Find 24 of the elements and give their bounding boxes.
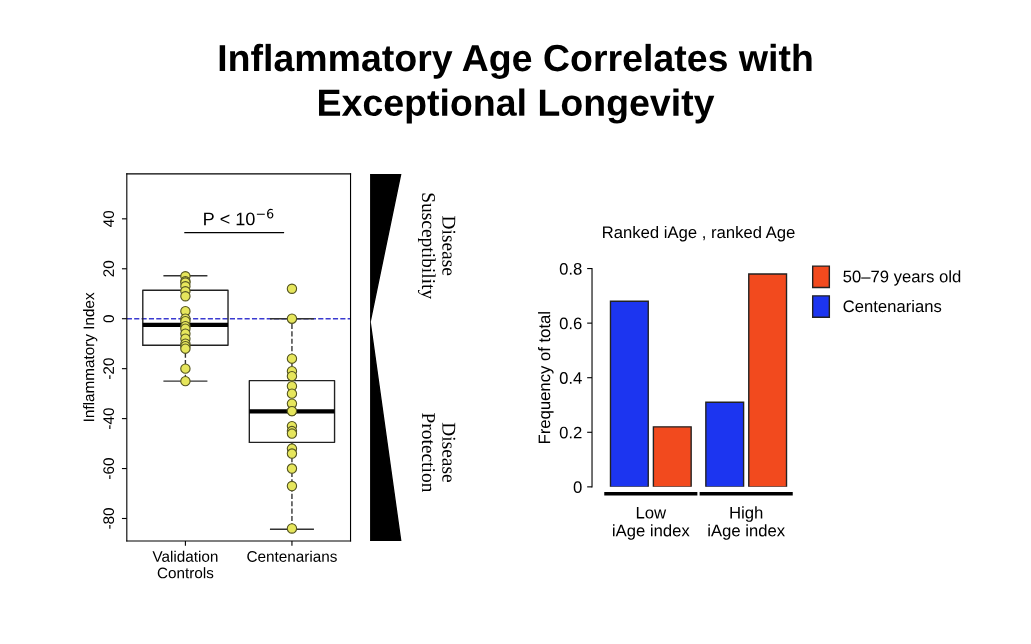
y-tick-label: -20 [103,358,115,380]
y-tick-label: -40 [103,408,115,429]
y-tick-label: 0.2 [559,426,582,439]
x-tick-label: Low iAge index [613,506,690,540]
x-tick-label: Validation Controls [152,550,218,579]
legend-label: Centenarians [843,299,942,313]
y-tick-label: -80 [103,508,115,529]
y-axis-title: Inflammatory Index [83,292,98,421]
y-tick-label: 20 [103,260,115,277]
text: Disease Susceptibility [417,193,456,300]
chart-title: Ranked iAge , ranked Age [603,225,795,242]
y-tick-label: 0 [573,481,582,494]
x-tick-label: High iAge index [708,506,785,540]
y-tick-label: 0.4 [559,372,582,384]
y-tick-label: 0 [103,315,115,323]
y-tick-label: 0.6 [559,317,582,330]
y-tick-label: -60 [103,458,115,479]
annotation: P < 10$^{−6}$ [204,208,274,226]
text: Inflammatory Age Correlates with Exceptional Longevity [219,43,812,124]
y-tick-label: 0.8 [559,262,582,275]
text: Disease Protection [421,413,456,493]
y-tick-label: 40 [103,210,115,227]
y-axis-title: Frequency of total [538,312,554,444]
legend-label: 50–79 years old [843,270,961,286]
